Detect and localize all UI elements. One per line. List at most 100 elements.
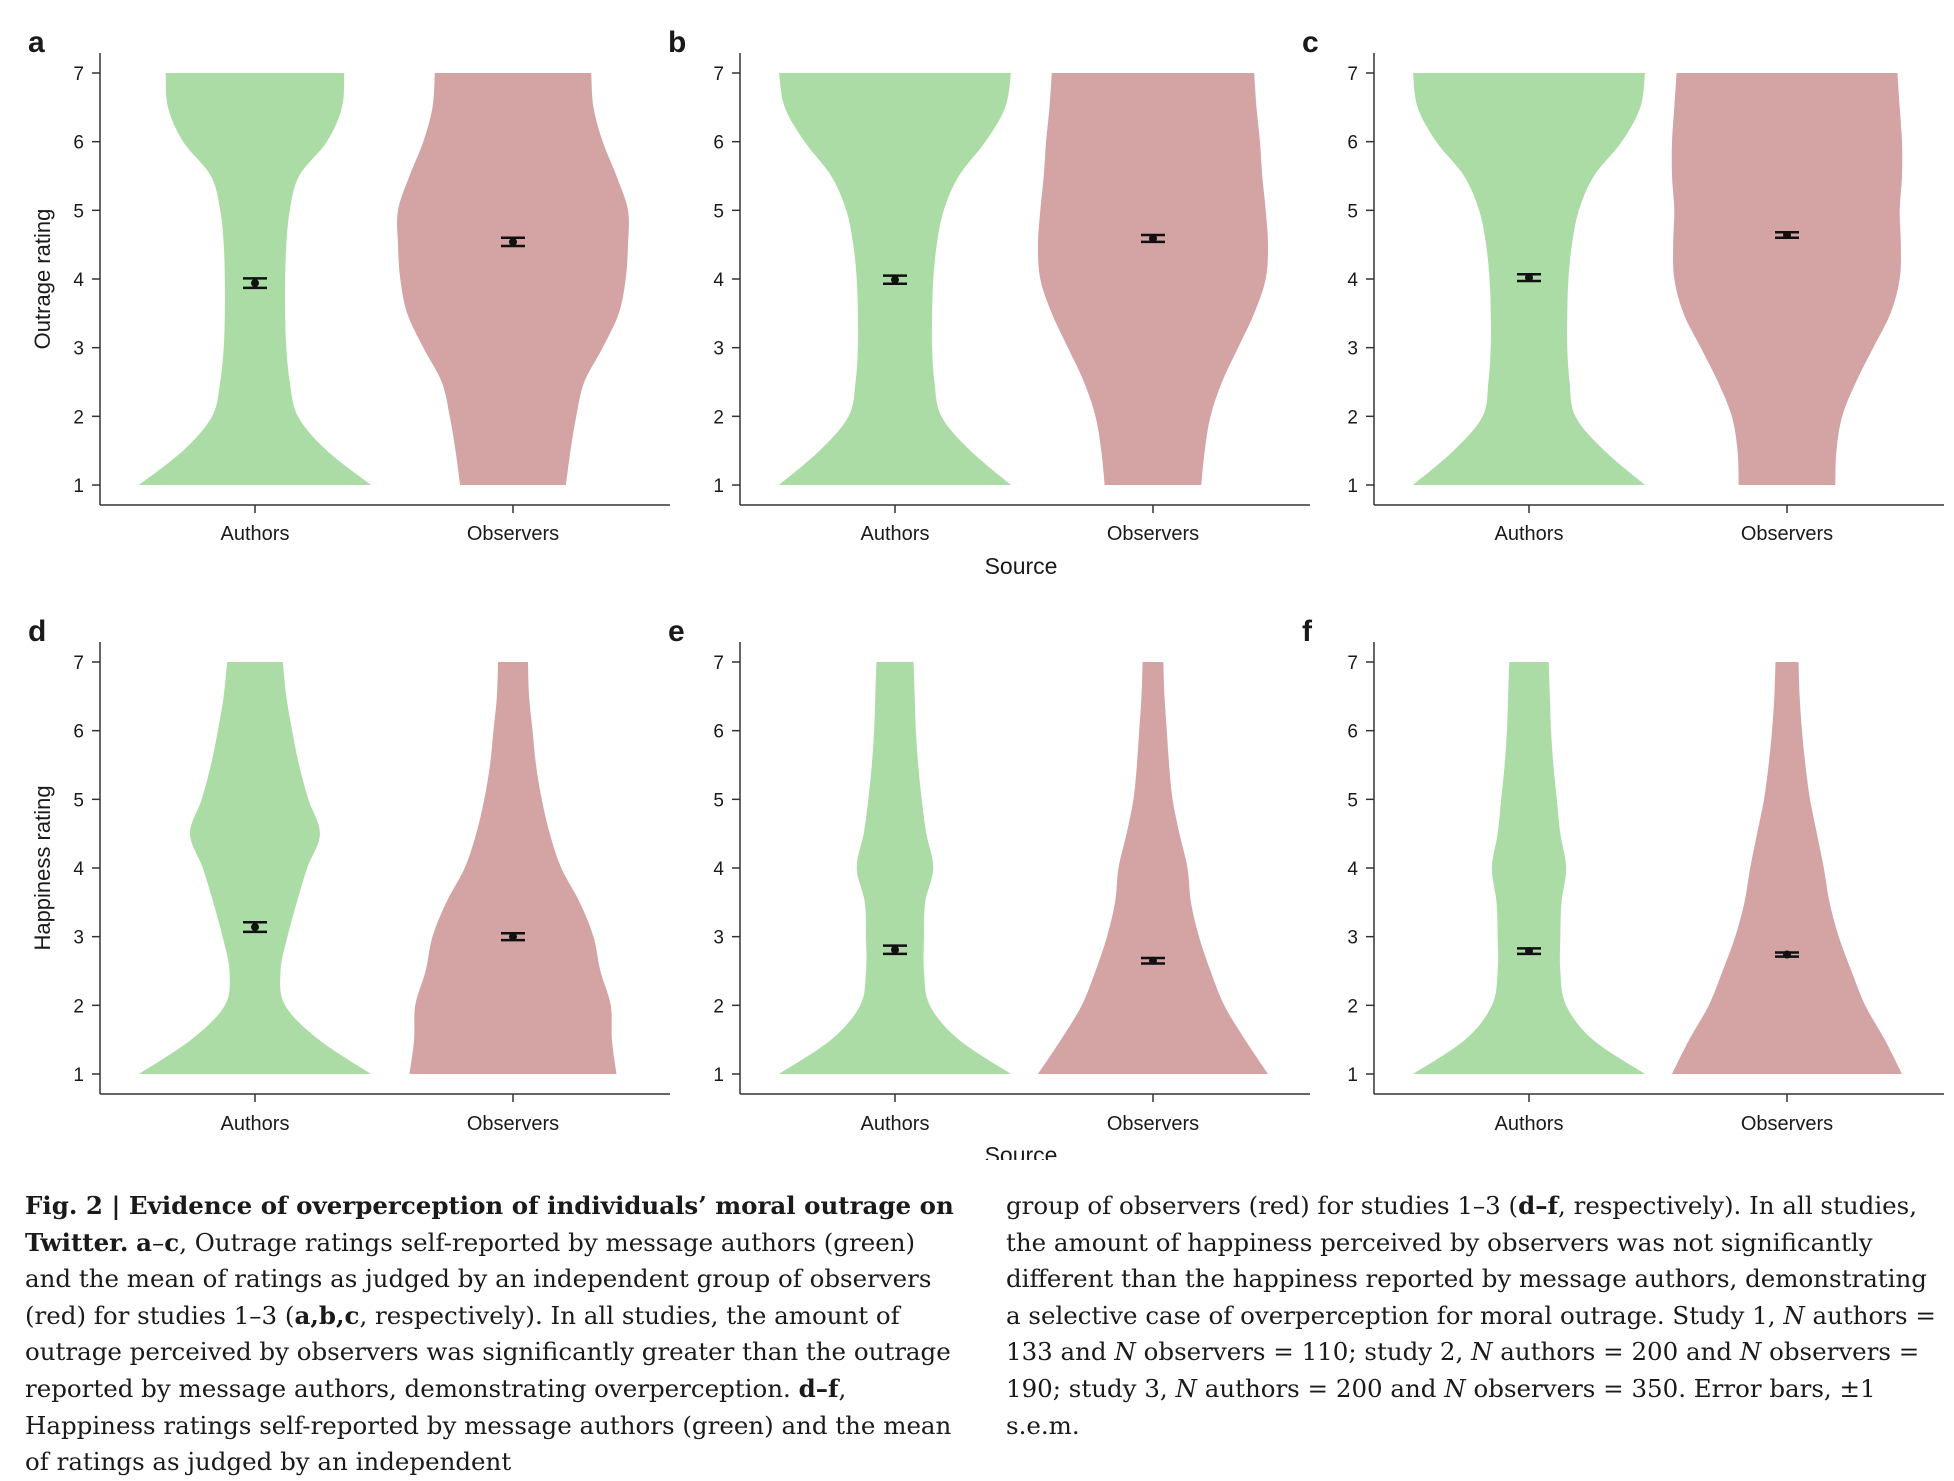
caption-fig-label: Fig. 2 | xyxy=(25,1191,129,1220)
y-tick-label-e-3: 3 xyxy=(713,928,724,949)
x-tick-label-b-observers: Observers xyxy=(1107,523,1199,545)
y-tick-label-d-5: 5 xyxy=(73,790,84,811)
x-tick-label-d-authors: Authors xyxy=(221,1113,290,1135)
caption-n-3: N xyxy=(1471,1337,1493,1367)
y-tick-label-b-4: 4 xyxy=(713,270,724,291)
y-tick-label-b-5: 5 xyxy=(713,201,724,222)
caption-n-6: N xyxy=(1444,1373,1466,1403)
mean-point-a-observers xyxy=(509,237,517,246)
panel-letter-d: d xyxy=(28,615,46,648)
mean-point-d-authors xyxy=(251,923,259,932)
violin-a-observers xyxy=(397,73,629,485)
caption-study2-observers: observers = 190; study 3, xyxy=(1006,1337,1920,1403)
caption-title: Evidence of overperception of individual… xyxy=(25,1191,954,1257)
caption-study1-observers: observers = 110; study 2, xyxy=(1135,1337,1472,1367)
y-tick-label-d-6: 6 xyxy=(73,722,84,743)
caption-ref-a: a xyxy=(136,1227,153,1257)
caption-dash: – xyxy=(152,1227,165,1257)
caption-n-5: N xyxy=(1175,1373,1197,1403)
mean-point-b-authors xyxy=(891,275,899,284)
y-tick-label-f-5: 5 xyxy=(1347,790,1358,811)
x-tick-label-e-authors: Authors xyxy=(861,1113,930,1135)
panel-f: f 1 2 3 4 5 6 7 Authors Observers xyxy=(1302,615,1944,1135)
mean-point-c-authors xyxy=(1525,273,1533,282)
mean-point-c-observers xyxy=(1783,231,1791,240)
y-tick-label-f-2: 2 xyxy=(1347,996,1358,1017)
y-tick-label-a-6: 6 xyxy=(73,133,84,154)
y-tick-label-c-5: 5 xyxy=(1347,201,1358,222)
x-tick-label-c-observers: Observers xyxy=(1741,523,1833,545)
y-tick-label-f-4: 4 xyxy=(1347,859,1358,880)
y-tick-label-b-1: 1 xyxy=(713,476,724,497)
violin-e-authors xyxy=(779,662,1011,1074)
violin-b-observers xyxy=(1038,73,1268,485)
x-tick-label-c-authors: Authors xyxy=(1495,523,1564,545)
y-tick-label-e-5: 5 xyxy=(713,790,724,811)
panel-b: b 1 2 3 4 5 6 7 Authors Observers xyxy=(668,26,1310,545)
y-tick-label-f-3: 3 xyxy=(1347,928,1358,949)
caption-n-1: N xyxy=(1783,1300,1805,1330)
figure-panels: a 1 2 3 4 5 6 7 Authors Observers Outrage rating b 1… xyxy=(28,26,1944,1160)
caption-study1-authors: authors = 133 and xyxy=(1006,1300,1936,1367)
y-tick-label-c-3: 3 xyxy=(1347,339,1358,360)
source-axis-label-top: Source xyxy=(985,553,1058,579)
caption-left-column: Fig. 2 | Evidence of overperception of i… xyxy=(25,1188,960,1481)
y-tick-label-a-4: 4 xyxy=(73,270,84,291)
y-tick-label-e-2: 2 xyxy=(713,996,724,1017)
y-tick-label-e-4: 4 xyxy=(713,859,724,880)
y-tick-label-b-7: 7 xyxy=(713,64,724,85)
x-tick-label-e-observers: Observers xyxy=(1107,1113,1199,1135)
y-tick-label-e-1: 1 xyxy=(713,1065,724,1086)
caption-p1-text: , Outrage ratings self-reported by messa… xyxy=(25,1227,932,1330)
caption-p1-tail: , respectively). In all studies, the amo… xyxy=(25,1300,951,1403)
panel-letter-e: e xyxy=(668,615,685,648)
y-tick-label-f-6: 6 xyxy=(1347,722,1358,743)
caption-p2-refs: d–f xyxy=(1518,1191,1559,1220)
y-tick-label-d-3: 3 xyxy=(73,928,84,949)
panel-a: a 1 2 3 4 5 6 7 Authors Observers Outrage rating xyxy=(28,26,670,545)
caption-study3-authors: authors = 200 and xyxy=(1196,1373,1445,1403)
source-axis-label-bottom: Source xyxy=(985,1142,1058,1160)
y-tick-label-b-2: 2 xyxy=(713,407,724,428)
x-tick-label-a-authors: Authors xyxy=(221,523,290,545)
mean-point-b-observers xyxy=(1149,234,1157,243)
y-tick-label-c-2: 2 xyxy=(1347,407,1358,428)
panel-letter-c: c xyxy=(1302,26,1319,59)
mean-point-f-authors xyxy=(1525,947,1533,956)
y-axis-label-a: Outrage rating xyxy=(30,209,55,350)
mean-point-a-authors xyxy=(251,279,259,288)
y-tick-label-e-7: 7 xyxy=(713,653,724,674)
y-tick-label-a-7: 7 xyxy=(73,64,84,85)
caption-study3-observers: observers = 350. Error bars, ±1 s.e.m. xyxy=(1006,1373,1876,1440)
caption-right-column: group of observers (red) for studies 1–3… xyxy=(1006,1188,1946,1444)
y-tick-label-c-7: 7 xyxy=(1347,64,1358,85)
caption-n-4: N xyxy=(1739,1337,1762,1367)
panel-c: c 1 2 3 4 5 6 7 Authors Observers xyxy=(1302,26,1944,545)
mean-point-e-observers xyxy=(1149,956,1157,965)
caption-p2-tail: , respectively). In all studies, the amo… xyxy=(1006,1191,1927,1330)
panel-letter-a: a xyxy=(28,26,45,59)
mean-point-f-observers xyxy=(1783,950,1791,959)
y-tick-label-d-4: 4 xyxy=(73,859,84,880)
x-tick-label-f-observers: Observers xyxy=(1741,1113,1833,1135)
y-tick-label-a-1: 1 xyxy=(73,476,84,497)
y-tick-label-a-3: 3 xyxy=(73,339,84,360)
panel-letter-b: b xyxy=(668,26,686,59)
violin-f-authors xyxy=(1413,662,1645,1074)
y-tick-label-b-6: 6 xyxy=(713,133,724,154)
x-tick-label-a-observers: Observers xyxy=(467,523,559,545)
y-axis-label-d: Happiness rating xyxy=(30,785,55,950)
violin-d-observers xyxy=(409,662,617,1074)
mean-point-e-authors xyxy=(891,945,899,954)
panel-e: e 1 2 3 4 5 6 7 Authors Observers xyxy=(668,615,1310,1135)
y-tick-label-f-1: 1 xyxy=(1347,1065,1358,1086)
y-tick-label-e-6: 6 xyxy=(713,722,724,743)
x-tick-label-d-observers: Observers xyxy=(467,1113,559,1135)
y-tick-label-a-5: 5 xyxy=(73,201,84,222)
x-tick-label-f-authors: Authors xyxy=(1495,1113,1564,1135)
caption-p2-text-right: group of observers (red) for studies 1–3… xyxy=(1006,1191,1519,1220)
y-tick-label-d-7: 7 xyxy=(73,653,84,674)
mean-point-d-observers xyxy=(509,932,517,941)
y-tick-label-c-4: 4 xyxy=(1347,270,1358,291)
violin-c-observers xyxy=(1671,73,1903,485)
